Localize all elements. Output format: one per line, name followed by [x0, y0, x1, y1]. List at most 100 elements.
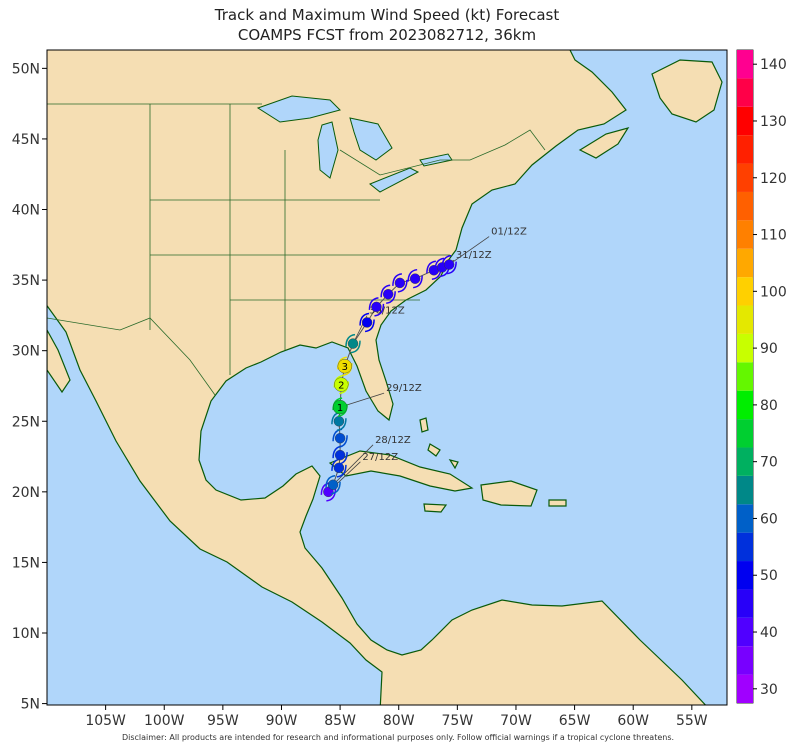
colorbar-tick-label: 120	[760, 171, 787, 187]
storm-symbol	[359, 312, 375, 333]
cuba	[328, 450, 474, 492]
y-tick-label: 20N	[12, 485, 40, 501]
colorbar-segment	[737, 419, 753, 448]
track-point	[337, 359, 352, 374]
disclaimer: Disclaimer: All products are intended fo…	[122, 733, 674, 742]
colorbar-segment	[737, 106, 753, 136]
x-tick-label: 60W	[617, 713, 649, 729]
track-point	[333, 462, 345, 474]
track-point	[334, 377, 349, 392]
y-tick-label: 40N	[12, 203, 40, 219]
category-label: 3	[342, 362, 348, 373]
track-point	[347, 338, 359, 349]
storm-symbol	[392, 273, 408, 293]
colorbar-segment	[737, 362, 753, 391]
x-tick-label: 80W	[383, 713, 415, 729]
title: Track and Maximum Wind Speed (kt) Foreca…	[214, 6, 560, 24]
track-point	[371, 301, 382, 313]
colorbar-tick-label: 130	[760, 114, 787, 130]
puerto-rico	[548, 499, 567, 507]
time-label: 30/12Z	[369, 306, 405, 317]
colorbar-segment	[737, 646, 753, 675]
x-tick-label: 105W	[85, 713, 126, 729]
colorbar-segment	[737, 674, 753, 703]
x-tick-label: 65W	[559, 713, 591, 729]
lake-superior	[256, 95, 341, 123]
x-tick-label: 100W	[144, 713, 185, 729]
track-point	[327, 479, 339, 490]
nova-scotia	[578, 127, 630, 159]
subtitle: COAMPS FCST from 2023082712, 36km	[238, 26, 536, 44]
colorbar-segment	[737, 163, 753, 192]
jamaica	[423, 503, 448, 513]
colorbar-tick-label: 80	[760, 398, 778, 414]
colorbar-segment	[737, 50, 753, 79]
basemap	[47, 50, 727, 705]
track-point	[334, 433, 346, 444]
storm-symbol	[325, 475, 341, 495]
track-point	[443, 259, 455, 270]
time-label: 31/12Z	[456, 250, 492, 261]
time-label-leader	[332, 444, 374, 486]
track-point	[333, 416, 345, 427]
category-label: 2	[338, 381, 344, 392]
time-label-leader	[448, 236, 490, 265]
colorbar-segment	[737, 561, 753, 590]
colorbar-tick-label: 110	[760, 228, 787, 244]
colorbar-segment	[737, 589, 753, 618]
track-point	[382, 289, 394, 300]
colorbar-segment	[737, 248, 753, 278]
colorbar-segment	[737, 277, 753, 306]
colorbar-segment	[737, 135, 753, 164]
bahamas	[419, 417, 459, 470]
colorbar-segment	[737, 333, 753, 363]
colorbar-segment	[737, 305, 753, 334]
yucatan-baja	[47, 329, 71, 394]
time-label: 28/12Z	[375, 435, 411, 446]
colorbar-segment	[737, 191, 753, 221]
colorbar-tick-label: 60	[760, 511, 778, 527]
time-label: 01/12Z	[491, 227, 527, 238]
x-tick-label: 95W	[207, 713, 239, 729]
category-label: 1	[337, 403, 343, 414]
x-tick-label: 85W	[324, 713, 356, 729]
time-label: 29/12Z	[386, 383, 422, 394]
x-tick-label: 90W	[266, 713, 298, 729]
colorbar-segment	[737, 390, 753, 420]
lake-erie	[369, 167, 420, 193]
colorbar-tick-label: 140	[760, 57, 787, 73]
colorbar-segment	[737, 475, 753, 505]
y-tick-label: 10N	[12, 626, 40, 642]
track-point	[332, 399, 348, 415]
storm-symbol	[380, 284, 396, 304]
track-point	[394, 277, 406, 289]
y-tick-label: 35N	[12, 273, 40, 289]
y-tick-label: 25N	[12, 414, 40, 430]
track: 27/12Z 28/12Z 29/12Z 1 2 3 30/12Z 31/12Z 01/12Z	[320, 227, 527, 502]
y-tick-label: 15N	[12, 555, 40, 571]
colorbar-tick-label: 90	[760, 341, 778, 357]
time-label: 27/12Z	[362, 452, 398, 463]
lake-michigan	[317, 121, 339, 179]
hispaniola	[480, 480, 538, 507]
y-tick-label: 5N	[21, 697, 40, 713]
x-tick-label: 70W	[500, 713, 532, 729]
colorbar-segment	[737, 504, 753, 533]
lake-huron	[349, 117, 393, 161]
state-borders	[149, 104, 450, 375]
storm-symbol	[368, 297, 385, 317]
track-point	[334, 449, 346, 461]
storm-symbol	[441, 254, 457, 275]
colorbar-segment	[737, 532, 753, 562]
storm-symbol	[345, 333, 361, 354]
colorbar-segment	[737, 220, 753, 249]
y-tick-label: 50N	[12, 61, 40, 77]
x-tick-label: 55W	[676, 713, 708, 729]
colorbar-segment	[737, 78, 753, 107]
colorbar-tick-label: 50	[760, 568, 778, 584]
track-point	[361, 317, 373, 328]
colorbar-segment	[737, 447, 753, 476]
colorbar-segment	[737, 617, 753, 647]
newfoundland	[651, 59, 723, 123]
